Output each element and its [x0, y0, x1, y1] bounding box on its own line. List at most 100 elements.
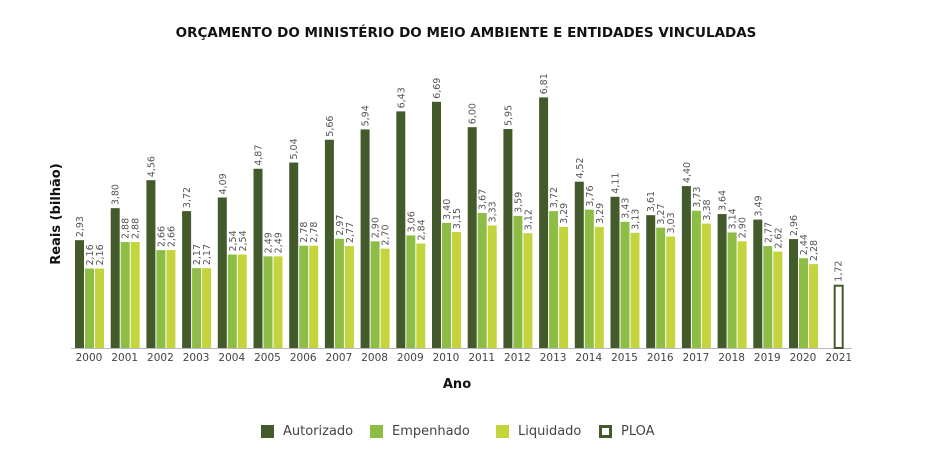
x-tick-label: 2000	[76, 352, 103, 364]
bar-liquidado	[202, 268, 212, 348]
data-label: 6,00	[468, 103, 479, 124]
legend-label-ploa: PLOA	[621, 423, 655, 439]
x-axis-title: Ano	[443, 377, 471, 392]
bar-liquidado	[666, 236, 676, 348]
data-label: 6,69	[432, 78, 443, 99]
data-label: 3,76	[585, 185, 596, 206]
data-label: 2,54	[228, 230, 239, 251]
data-label: 2,77	[345, 222, 356, 243]
data-label: 2,66	[156, 226, 167, 247]
x-tick-label: 2006	[290, 352, 317, 364]
y-axis-title: Reais (bilhão)	[49, 163, 64, 264]
legend-swatch-liquidado	[496, 424, 509, 438]
bar-autorizado	[217, 197, 227, 348]
data-label: 4,40	[682, 162, 693, 183]
bar-liquidado	[594, 226, 604, 348]
x-tick-label: 2004	[218, 352, 245, 364]
bar-empenhado	[156, 250, 166, 348]
data-label: 2,88	[121, 218, 132, 239]
x-tick-label: 2016	[647, 352, 674, 364]
data-label: 4,52	[575, 158, 586, 179]
data-label: 3,61	[646, 191, 657, 212]
bar-autorizado	[717, 214, 727, 348]
data-label: 2,90	[738, 217, 749, 238]
data-label: 2,96	[789, 215, 800, 236]
bar-ploa	[833, 284, 844, 350]
bar-empenhado	[406, 235, 416, 348]
data-label: 5,66	[325, 116, 336, 137]
x-tick-label: 2014	[575, 352, 602, 364]
x-tick-label: 2011	[468, 352, 495, 364]
bar-autorizado	[539, 97, 549, 348]
bar-empenhado	[691, 210, 701, 348]
bar-autorizado	[253, 168, 263, 348]
data-label: 6,81	[539, 73, 550, 94]
bar-autorizado	[681, 186, 691, 348]
bar-empenhado	[442, 222, 451, 348]
data-label: 2,93	[75, 216, 86, 237]
data-label: 2,78	[309, 222, 320, 243]
bar-liquidado	[416, 243, 426, 348]
data-label: 2,88	[131, 218, 142, 239]
bar-autorizado	[289, 162, 299, 348]
data-label: 3,33	[488, 201, 499, 222]
x-tick-label: 2001	[111, 352, 138, 364]
bar-empenhado	[477, 212, 487, 348]
x-tick-label: 2012	[504, 352, 531, 364]
x-tick-label: 2017	[683, 352, 710, 364]
x-tick-label: 2007	[326, 352, 353, 364]
bar-liquidado	[273, 256, 283, 348]
data-label: 2,54	[238, 230, 249, 251]
bar-autorizado	[146, 180, 156, 348]
bar-autorizado	[75, 240, 84, 348]
data-label: 5,95	[503, 105, 514, 126]
bar-empenhado	[227, 254, 237, 348]
bar-autorizado	[610, 196, 620, 348]
data-label: 5,04	[289, 138, 300, 159]
bar-autorizado	[503, 129, 513, 348]
data-label: 2,70	[381, 224, 392, 245]
data-label: 2,49	[264, 232, 275, 253]
bar-liquidado	[166, 250, 176, 348]
bar-empenhado	[799, 258, 808, 348]
data-label: 3,14	[728, 208, 739, 229]
bar-empenhado	[620, 221, 630, 348]
data-label: 6,43	[396, 87, 407, 108]
data-label: 3,59	[513, 192, 524, 213]
data-label: 2,16	[95, 244, 106, 265]
x-tick-label: 2020	[790, 352, 817, 364]
bar-empenhado	[85, 268, 94, 348]
bar-empenhado	[334, 238, 344, 348]
legend: Empenhado	[370, 423, 470, 439]
data-label: 3,38	[702, 199, 713, 220]
data-label: 2,44	[799, 234, 810, 255]
data-label: 3,12	[523, 209, 534, 230]
data-label: 3,73	[692, 187, 703, 208]
x-tick-label: 2002	[147, 352, 174, 364]
x-tick-label: 2019	[754, 352, 781, 364]
bar-liquidado	[380, 248, 390, 348]
bar-liquidado	[737, 241, 747, 348]
bar-empenhado	[763, 246, 773, 348]
bar-autorizado	[432, 101, 441, 348]
bar-liquidado	[237, 254, 247, 348]
data-label: 2,16	[85, 244, 96, 265]
data-label: 4,11	[611, 173, 622, 194]
bar-empenhado	[263, 256, 273, 348]
data-label: 3,29	[595, 203, 606, 224]
data-label: 2,17	[192, 244, 203, 265]
data-label: 4,56	[146, 156, 157, 177]
bar-liquidado	[809, 264, 818, 348]
data-label: 3,64	[718, 190, 729, 211]
legend-label-autorizado: Autorizado	[283, 423, 354, 439]
data-label: 3,72	[549, 187, 560, 208]
bar-empenhado	[192, 268, 202, 348]
data-label: 3,43	[621, 198, 632, 219]
bar-liquidado	[773, 251, 783, 348]
data-label: 3,80	[111, 184, 122, 205]
legend-swatch-empenhado	[370, 424, 383, 438]
data-label: 2,49	[274, 232, 285, 253]
data-label: 3,72	[182, 187, 193, 208]
data-label: 4,09	[218, 173, 229, 194]
